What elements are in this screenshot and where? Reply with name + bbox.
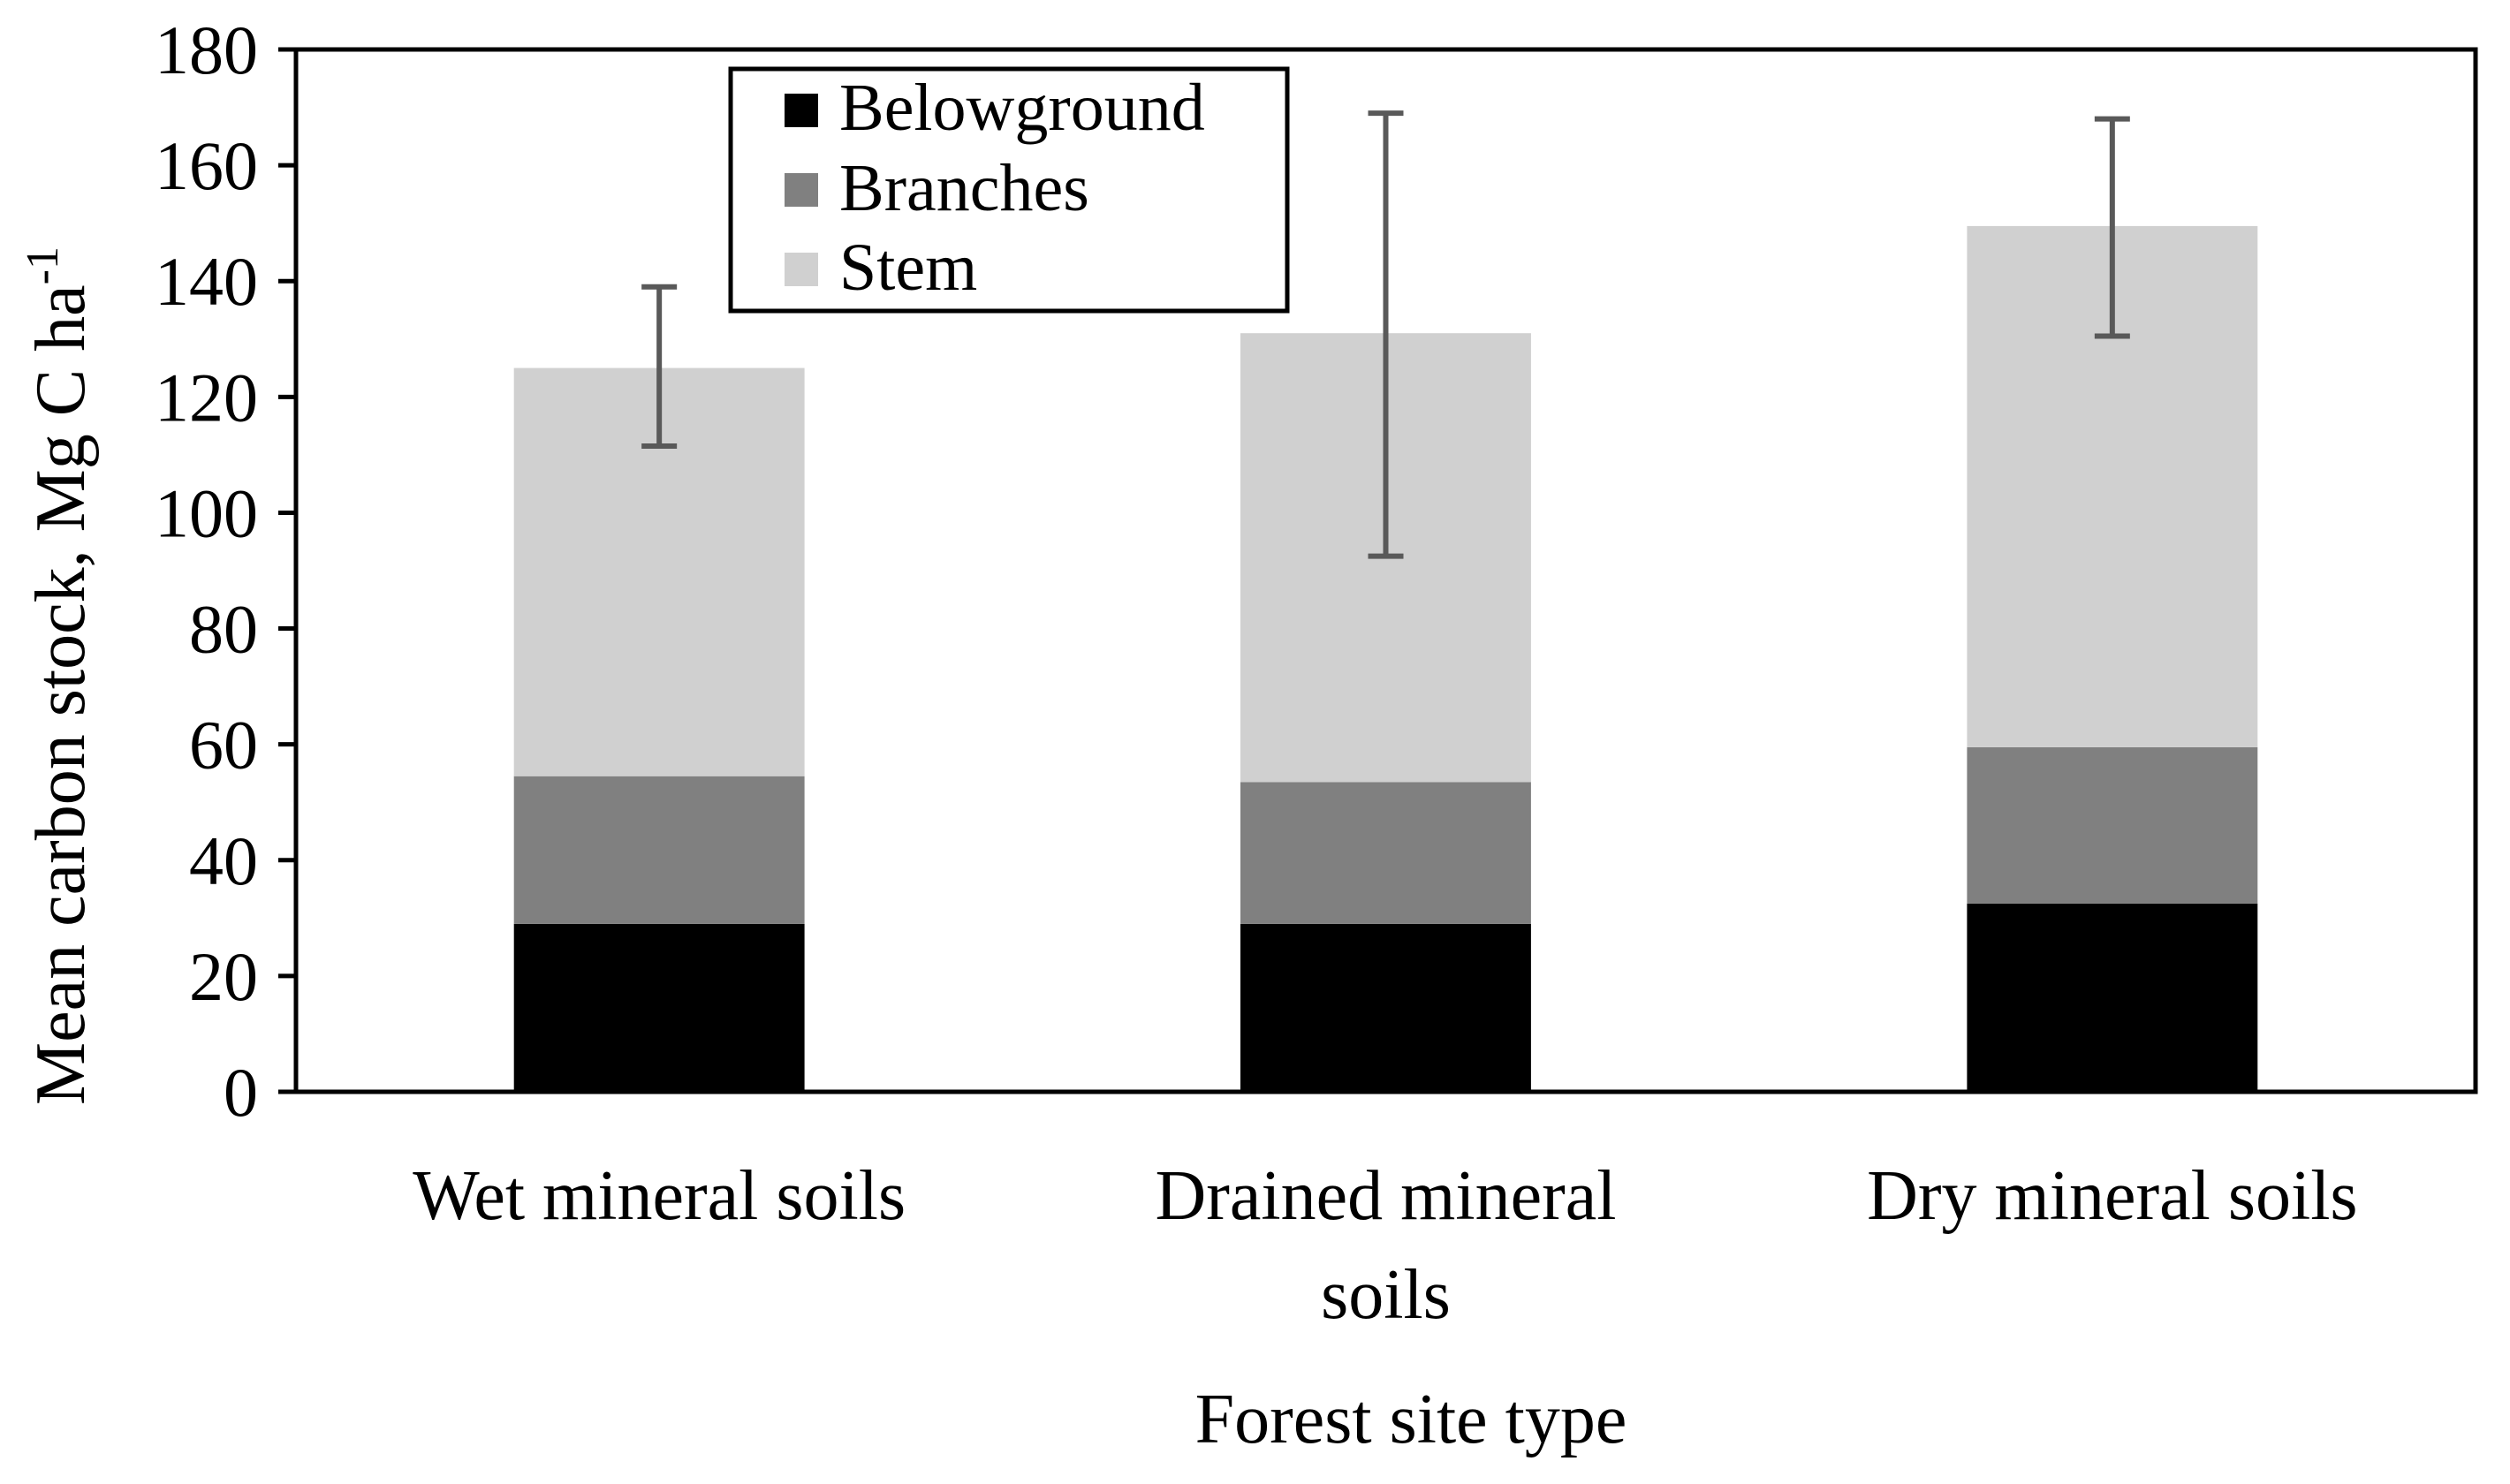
bar-belowground-3 — [1967, 903, 2258, 1092]
plot-area-border — [293, 47, 2478, 1094]
x-tick-label-3: Dry mineral soils — [1867, 1157, 2357, 1235]
y-axis-title: Mean carbon stock, Mg C ha-1 — [18, 246, 100, 1105]
y-axis-title-superscript: -1 — [18, 246, 68, 284]
y-tick-label: 60 — [189, 707, 258, 784]
y-tick-label: 0 — [224, 1054, 258, 1131]
legend-label-stem: Stem — [839, 231, 977, 305]
y-tick-label: 180 — [155, 11, 258, 88]
legend-box — [728, 66, 1290, 314]
legend-label-belowground: Belowground — [839, 71, 1205, 145]
error-bars-layer — [641, 110, 2130, 559]
y-tick-label: 20 — [189, 938, 258, 1015]
legend: Belowground Branches Stem — [728, 66, 1290, 314]
x-tick-label-2-line-2: soils — [1321, 1256, 1451, 1334]
x-tick-label-1: Wet mineral soils — [413, 1157, 906, 1235]
bar-branches-3 — [1967, 746, 2258, 904]
y-tick-label: 40 — [189, 822, 258, 899]
y-tick-label: 80 — [189, 591, 258, 668]
legend-label-branches: Branches — [839, 151, 1089, 225]
x-axis-title: Forest site type — [1195, 1381, 1627, 1458]
bar-belowground-2 — [1240, 923, 1531, 1092]
labels-layer: Wet mineral soils Drained mineral soils Dry… — [155, 11, 2358, 1334]
bar-branches-1 — [513, 776, 805, 924]
legend-swatch-stem — [785, 253, 818, 286]
legend-swatch-belowground — [785, 94, 818, 127]
bar-belowground-1 — [513, 923, 805, 1092]
x-tick-label-2-line-1: Drained mineral — [1156, 1157, 1617, 1235]
y-axis-title-main: Mean carbon stock, Mg C ha — [22, 284, 100, 1105]
y-tick-label: 160 — [155, 127, 258, 204]
axes-layer — [278, 47, 2478, 1094]
legend-swatch-branches — [785, 173, 818, 207]
y-tick-label: 120 — [155, 359, 258, 435]
y-tick-label: 100 — [155, 474, 258, 551]
bar-branches-2 — [1240, 782, 1531, 924]
y-tick-label: 140 — [155, 243, 258, 320]
